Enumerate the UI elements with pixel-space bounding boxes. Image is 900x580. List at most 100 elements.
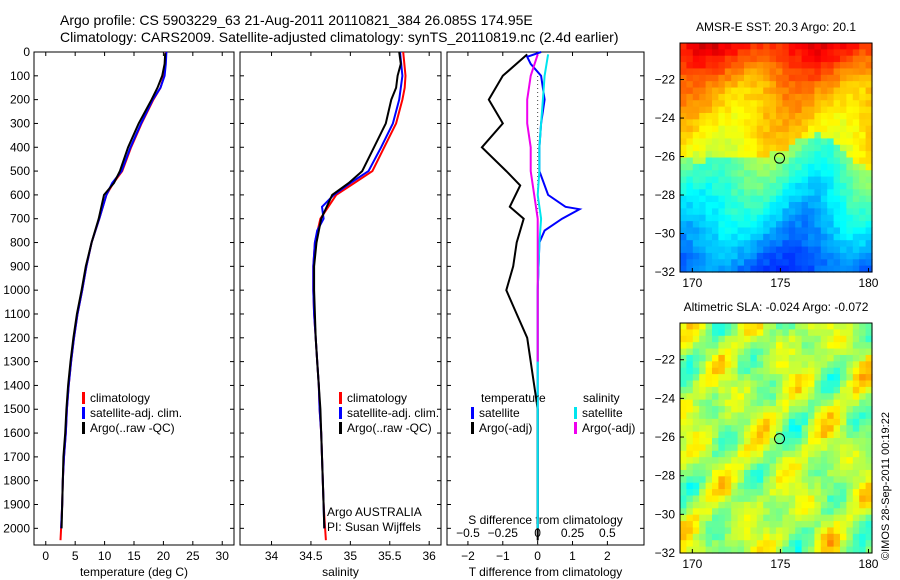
y-tick-label: −24 [655, 391, 676, 405]
y-tick-label: 800 [10, 236, 30, 250]
s-tick-label: 0.5 [599, 526, 616, 540]
y-tick-label: −26 [655, 430, 676, 444]
y-tick-label: −22 [655, 353, 676, 367]
y-tick-label: −24 [655, 111, 676, 125]
x-axis-top-label: S difference from climatology [468, 513, 623, 527]
legend-label: Argo(..raw -QC) [347, 421, 432, 435]
x-tick-label: 0 [534, 549, 541, 563]
profile-panel-2: 34 34.5 35 35.5 36 salinity [239, 51, 442, 579]
legend-swatch [574, 407, 577, 419]
x-tick-label: −1 [496, 549, 510, 563]
legend-swatch [471, 407, 474, 419]
y-tick-label: 900 [10, 259, 30, 273]
plot-frame [446, 51, 645, 546]
y-tick-label: 400 [10, 140, 30, 154]
x-tick-label: 2 [604, 549, 611, 563]
legend-swatch [471, 422, 474, 434]
x-tick-label: 5 [72, 549, 79, 563]
y-tick-label: 1000 [3, 283, 30, 297]
figure-title-line2: Climatology: CARS2009. Satellite-adjuste… [60, 29, 619, 45]
legend-label: Argo(-adj) [582, 421, 635, 435]
y-tick-label: 300 [10, 116, 30, 130]
plot-frame [239, 51, 442, 546]
legend-label: climatology [347, 391, 407, 405]
legend-swatch [574, 422, 577, 434]
y-tick-label: −32 [655, 546, 676, 560]
x-tick-label: 25 [186, 549, 200, 563]
y-tick-label: −28 [655, 188, 676, 202]
legend-swatch [339, 422, 342, 434]
map-field [680, 323, 873, 554]
x-tick-label: 35 [344, 549, 358, 563]
x-tick-label: 180 [858, 276, 878, 290]
x-tick-label: 175 [770, 276, 790, 290]
y-tick-label: 1500 [3, 402, 30, 416]
y-tick-label: 700 [10, 212, 30, 226]
legend-swatch [82, 422, 85, 434]
figure-title-line1: Argo profile: CS 5903229_63 21-Aug-2011 … [60, 12, 533, 28]
legend-label: satellite-adj. clim. [90, 406, 182, 420]
legend-label: Argo(..raw -QC) [90, 421, 175, 435]
x-tick-label: 15 [127, 549, 141, 563]
y-tick-label: 1300 [3, 355, 30, 369]
map-title: AMSR-E SST: 20.3 Argo: 20.1 [696, 20, 856, 34]
legend-label: satellite-adj. clim. [347, 406, 439, 420]
argo-location-marker [774, 433, 786, 445]
y-tick-label: 200 [10, 93, 30, 107]
x-tick-label: 34 [265, 549, 279, 563]
legend-swatch [82, 392, 85, 404]
map-frame [679, 42, 873, 273]
x-tick-label: 30 [216, 549, 230, 563]
legend-heading-temperature: temperature [481, 391, 546, 405]
y-tick-label: 2000 [3, 521, 30, 535]
y-tick-label: 1100 [4, 307, 30, 321]
legend-label: climatology [90, 391, 150, 405]
y-tick-label: 1700 [3, 450, 30, 464]
y-tick-label: 1900 [3, 498, 30, 512]
profile-panel-1: 0100200300400500600700800900100011001200… [3, 45, 235, 579]
x-tick-label: 170 [682, 557, 702, 571]
y-tick-label: 600 [10, 188, 30, 202]
legend-label: Argo(-adj) [479, 421, 532, 435]
y-tick-label: −22 [655, 73, 676, 87]
y-tick-label: 1800 [3, 474, 30, 488]
map-title: Altimetric SLA: -0.024 Argo: -0.072 [684, 300, 869, 314]
s-tick-label: 0.25 [561, 526, 585, 540]
map-panel-1: AMSR-E SST: 20.3 Argo: 20.1 170 175 180 −22 −… [655, 20, 879, 290]
x-axis-label: salinity [322, 565, 359, 579]
series-line-black [313, 51, 402, 529]
x-tick-label: 170 [682, 276, 702, 290]
legend-swatch [339, 392, 342, 404]
x-tick-label: 20 [157, 549, 171, 563]
y-tick-label: −30 [655, 507, 676, 521]
timestamp-label: ©IMOS 28-Sep-2011 00:19:22 [880, 412, 892, 560]
y-tick-label: 1400 [3, 378, 30, 392]
legend-swatch [82, 407, 85, 419]
legend-label: satellite [479, 406, 520, 420]
y-tick-label: 0 [23, 45, 30, 59]
map-field [680, 43, 873, 273]
map-frame [679, 322, 873, 554]
x-tick-label: 35.5 [378, 549, 402, 563]
x-tick-label: 180 [858, 557, 878, 571]
y-tick-label: −32 [655, 265, 676, 279]
legend-heading-salinity: salinity [583, 391, 620, 405]
y-tick-label: −26 [655, 150, 676, 164]
y-tick-label: 1200 [3, 331, 30, 345]
x-tick-label: 36 [422, 549, 436, 563]
map-panel-2: Altimetric SLA: -0.024 Argo: -0.072 170 17… [655, 300, 879, 571]
x-tick-label: 10 [98, 549, 112, 563]
y-tick-label: 1600 [3, 426, 30, 440]
x-tick-label: 175 [770, 557, 790, 571]
s-tick-label: −0.25 [488, 526, 519, 540]
x-axis-label: T difference from climatology [469, 565, 623, 579]
legend-label: satellite [582, 406, 623, 420]
y-tick-label: −30 [655, 227, 676, 241]
annotation-line: Argo AUSTRALIA [327, 505, 422, 519]
x-tick-label: 0 [42, 549, 49, 563]
y-tick-label: 100 [10, 69, 30, 83]
